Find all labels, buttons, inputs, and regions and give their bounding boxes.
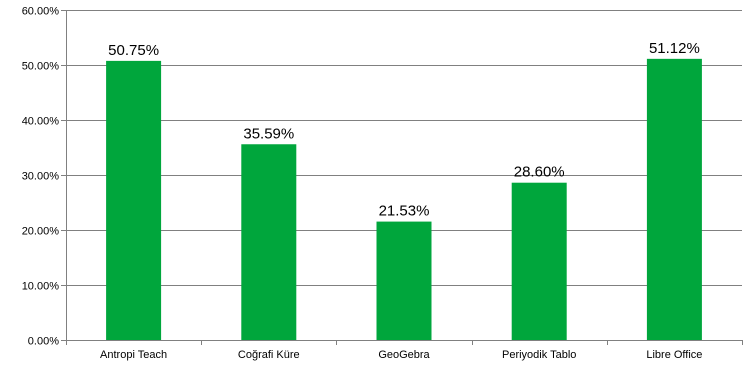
x-tick-label: Antropi Teach — [100, 349, 167, 361]
data-label: 28.60% — [514, 164, 565, 181]
data-label: 50.75% — [108, 42, 159, 59]
bar — [376, 221, 432, 340]
x-tick-label: GeoGebra — [378, 349, 430, 361]
axes — [61, 10, 743, 345]
y-tick-label: 0.00% — [28, 336, 59, 348]
data-label: 21.53% — [379, 203, 430, 220]
bar — [646, 58, 702, 341]
x-tick-label: Libre Office — [646, 349, 702, 361]
y-tick-label: 10.00% — [22, 281, 60, 293]
x-tick-labels: Antropi Teach Coğrafi Küre GeoGebra Periyod… — [100, 349, 702, 361]
y-tick-label: 60.00% — [22, 6, 60, 18]
y-tick-labels: 0.00% 10.00% 20.00% 30.00% 40.00% 50.00% 60.00… — [22, 6, 60, 348]
y-tick-label: 40.00% — [22, 116, 60, 128]
data-label: 35.59% — [243, 125, 294, 142]
data-labels: 50.75% 35.59% 21.53% 28.60% 51.12% — [108, 40, 700, 220]
bars — [106, 58, 702, 341]
gridlines — [66, 10, 742, 286]
y-tick-label: 20.00% — [22, 226, 60, 238]
data-label: 51.12% — [649, 40, 700, 57]
x-tick-label: Periyodik Tablo — [502, 349, 576, 361]
y-tick-label: 50.00% — [22, 61, 60, 73]
y-tick-label: 30.00% — [22, 171, 60, 183]
bar — [106, 60, 162, 340]
bar — [241, 144, 297, 340]
bar — [511, 182, 567, 340]
x-tick-label: Coğrafi Küre — [238, 349, 300, 361]
